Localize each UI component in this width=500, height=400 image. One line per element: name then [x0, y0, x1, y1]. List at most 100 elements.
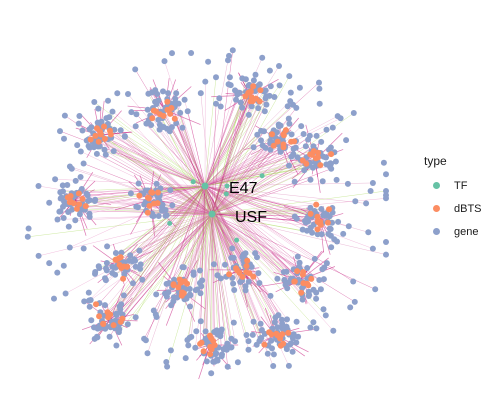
- dbts-node: [207, 343, 214, 350]
- gene-node: [310, 319, 317, 326]
- edge: [109, 213, 213, 315]
- dbts-node: [155, 189, 161, 196]
- hub-layer: E47 USF: [201, 180, 267, 226]
- edge: [204, 92, 240, 187]
- edge: [178, 213, 213, 288]
- gene-node: [369, 180, 376, 186]
- edge: [209, 213, 213, 347]
- gene-node: [302, 143, 309, 150]
- dbts-node: [107, 311, 114, 318]
- edge: [187, 213, 213, 341]
- gene-node: [261, 128, 267, 135]
- gene-node: [25, 225, 32, 232]
- gene-node: [331, 236, 338, 243]
- dbts-node: [294, 268, 301, 275]
- dbts-node: [95, 138, 102, 145]
- gene-node: [229, 245, 236, 252]
- gene-node: [35, 183, 42, 189]
- dbts-node: [314, 154, 321, 161]
- gene-node: [321, 264, 328, 271]
- gene-node: [163, 293, 170, 300]
- gene-node: [298, 123, 305, 130]
- gene-node: [256, 81, 263, 88]
- gene-node: [93, 150, 100, 157]
- dbts-node: [200, 348, 207, 355]
- gene-node: [208, 370, 215, 377]
- dbts-node: [149, 115, 156, 122]
- gene-node: [383, 188, 389, 194]
- gene-node: [219, 351, 225, 358]
- edge: [204, 153, 294, 187]
- gene-node: [102, 325, 109, 332]
- gene-node: [304, 265, 311, 271]
- dbts-node: [314, 213, 321, 220]
- gene-node: [328, 160, 334, 167]
- gene-node: [169, 50, 175, 57]
- edge: [173, 213, 213, 285]
- gene-node: [243, 332, 250, 338]
- hub-label-usf: USF: [235, 209, 267, 226]
- dbts-node: [247, 88, 254, 95]
- edge: [112, 111, 206, 187]
- gene-node: [106, 333, 113, 340]
- dbts-node: [314, 226, 321, 233]
- gene-node: [267, 83, 274, 90]
- dbts-node: [101, 135, 108, 142]
- edge: [211, 95, 270, 215]
- gene-node: [127, 252, 134, 259]
- dbts-node: [269, 131, 275, 138]
- gene-node: [91, 198, 98, 204]
- gene-node: [309, 229, 316, 236]
- dbts-node: [291, 278, 298, 285]
- edge: [181, 213, 213, 293]
- edge: [90, 139, 206, 187]
- gene-node: [300, 131, 307, 137]
- gene-node: [367, 188, 374, 194]
- dbts-node: [93, 301, 99, 308]
- gene-node: [88, 124, 95, 131]
- gene-node: [347, 304, 354, 311]
- gene-node: [328, 165, 335, 172]
- gene-node: [46, 199, 53, 206]
- dbts-node: [324, 219, 331, 226]
- gene-node: [137, 261, 144, 268]
- edge: [211, 213, 228, 367]
- edge: [211, 213, 318, 217]
- edge: [204, 60, 229, 187]
- gene-node: [248, 103, 255, 110]
- gene-node: [234, 359, 241, 366]
- dbts-node: [261, 341, 268, 348]
- gene-node: [285, 115, 292, 122]
- gene-node: [57, 189, 64, 196]
- gene-node: [313, 132, 320, 139]
- dbts-node: [315, 149, 322, 156]
- legend-label-dbts: dBTS: [454, 202, 482, 215]
- gene-node: [242, 283, 249, 290]
- legend-item-dbts: dBTS: [424, 197, 496, 220]
- edge: [211, 96, 246, 215]
- gene-node: [163, 359, 170, 365]
- gene-node: [179, 124, 186, 131]
- dbts-node: [66, 199, 73, 206]
- edge: [95, 135, 206, 187]
- gene-node: [327, 226, 334, 232]
- gene-node: [61, 135, 67, 142]
- gene-node: [276, 63, 282, 69]
- gene-node: [288, 153, 295, 160]
- gene-node: [130, 280, 136, 287]
- gene-node: [61, 112, 68, 119]
- gene-node: [343, 137, 350, 144]
- gene-node: [167, 187, 174, 194]
- gene-node: [144, 106, 151, 113]
- gene-node: [85, 289, 92, 296]
- dbts-node: [208, 335, 215, 341]
- gene-node: [102, 275, 108, 282]
- dbts-node: [116, 261, 123, 268]
- tf-node: [167, 220, 173, 226]
- gene-node: [85, 198, 91, 204]
- gene-node: [267, 292, 274, 299]
- gene-node: [46, 260, 53, 267]
- dbts-node: [87, 136, 94, 143]
- edge: [150, 124, 213, 215]
- gene-node: [155, 194, 162, 201]
